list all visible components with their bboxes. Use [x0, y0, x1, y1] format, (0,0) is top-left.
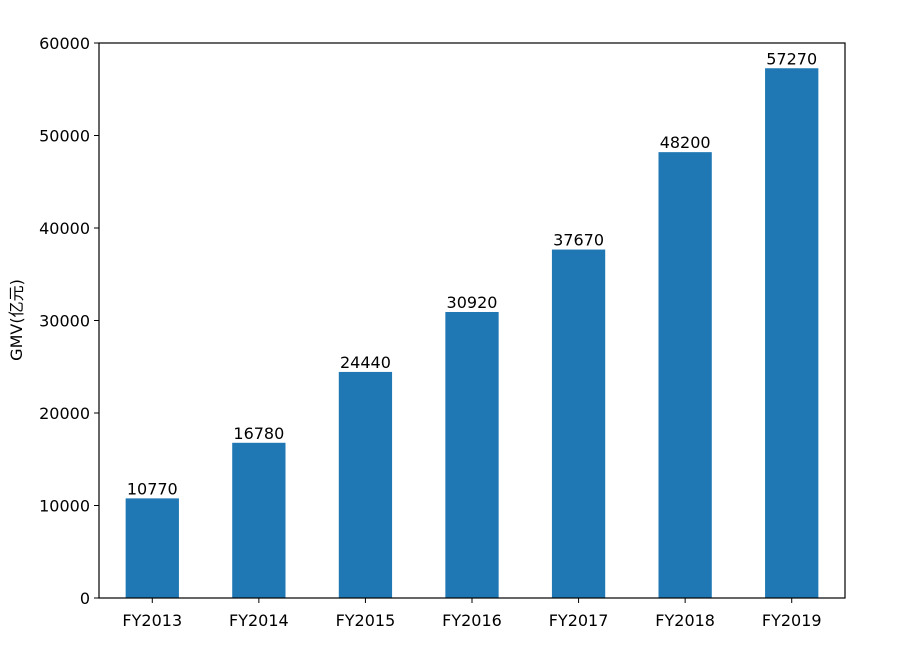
data-labels-group: 10770 16780 24440 30920 37670 48200 57270: [127, 49, 817, 498]
bars-group: [125, 68, 819, 599]
x-tick-label: FY2019: [762, 611, 822, 630]
x-tick-label: FY2017: [549, 611, 609, 630]
x-tick-label: FY2015: [336, 611, 396, 630]
y-tick-label: 20000: [39, 404, 90, 423]
y-tick-label: 30000: [39, 312, 90, 331]
data-label-fy2017: 37670: [553, 231, 604, 250]
bar-fy2014: [232, 442, 286, 598]
bar-fy2019: [765, 68, 819, 598]
data-label-fy2019: 57270: [766, 49, 817, 68]
bar-fy2013: [125, 498, 179, 598]
x-tick-label: FY2014: [229, 611, 289, 630]
x-tick-label: FY2013: [122, 611, 182, 630]
data-label-fy2018: 48200: [660, 133, 711, 152]
y-tick-label: 50000: [39, 127, 90, 146]
x-axis-ticks: FY2013 FY2014 FY2015 FY2016 FY2017 FY2018 FY20…: [122, 598, 822, 630]
data-label-fy2016: 30920: [447, 293, 498, 312]
plot-frame: [98, 42, 846, 599]
x-tick-label: FY2018: [655, 611, 715, 630]
y-tick-label: 60000: [39, 34, 90, 53]
y-axis-ticks: 0 10000 20000 30000 40000 50000 60000: [39, 34, 99, 608]
y-tick-label: 10000: [39, 497, 90, 516]
y-tick-label: 40000: [39, 219, 90, 238]
x-tick-label: FY2016: [442, 611, 502, 630]
bar-fy2018: [658, 152, 712, 598]
bar-fy2017: [551, 249, 606, 599]
data-label-fy2014: 16780: [233, 424, 284, 443]
data-label-fy2013: 10770: [127, 479, 178, 498]
bar-fy2015: [338, 371, 393, 598]
bar-fy2016: [445, 311, 499, 598]
y-axis-label: GMV(亿元): [7, 279, 26, 361]
data-label-fy2015: 24440: [340, 353, 391, 372]
y-tick-label: 0: [80, 589, 90, 608]
